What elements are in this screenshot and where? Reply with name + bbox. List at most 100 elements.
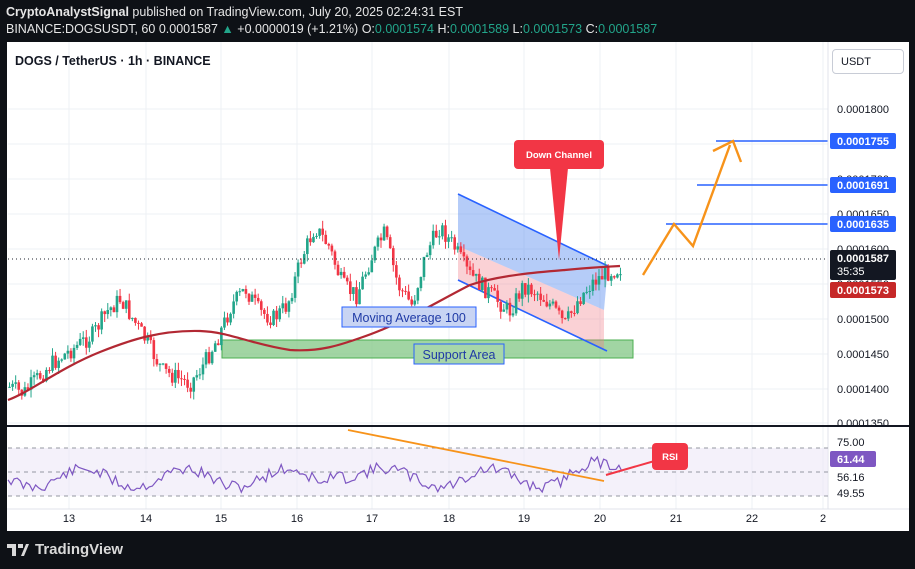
candle-body <box>551 301 555 304</box>
candle-body <box>345 277 349 282</box>
candle-body <box>213 343 217 352</box>
down-channel-label: Down Channel <box>526 150 592 161</box>
candle-body <box>609 276 613 281</box>
candle-body <box>42 378 45 382</box>
candle-body <box>600 276 604 280</box>
candle-body <box>576 301 579 314</box>
candle-body <box>404 290 407 292</box>
ma-label: Moving Average 100 <box>352 311 466 325</box>
candle-body <box>238 291 242 293</box>
candle-body <box>484 277 487 299</box>
candle-body <box>66 350 70 354</box>
candle-body <box>149 336 153 341</box>
candle-body <box>490 287 493 289</box>
candle-body <box>579 301 582 305</box>
candle-body <box>118 295 122 303</box>
currency-button[interactable]: USDT <box>832 49 904 74</box>
ma-label-box[interactable] <box>341 306 477 328</box>
candle-body <box>38 373 42 379</box>
candle-body <box>78 338 82 345</box>
candle-body <box>585 291 588 293</box>
candle-body <box>321 228 324 235</box>
c-value: 0.0001587 <box>598 22 658 36</box>
candle-body <box>167 368 171 373</box>
target-2-value: 0.0001691 <box>837 180 889 192</box>
last-price: 0.0001587 <box>158 22 218 36</box>
candle-body <box>63 353 67 360</box>
candle-body <box>170 372 174 383</box>
candle-body <box>410 299 414 305</box>
down-channel-lower <box>458 246 604 350</box>
candle-body <box>207 352 211 364</box>
candle-body <box>81 337 85 339</box>
candle-body <box>502 309 506 312</box>
candle-body <box>312 236 315 243</box>
target-3-badge <box>830 133 896 149</box>
author-name[interactable]: CryptoAnalystSignal <box>6 5 129 19</box>
candle-body <box>367 272 371 275</box>
o-value: 0.0001574 <box>374 22 434 36</box>
candle-body <box>493 288 496 291</box>
time-axis[interactable]: 13 14 15 16 17 18 19 20 21 22 2 <box>63 513 826 525</box>
candle-body <box>229 313 232 323</box>
tradingview-logo[interactable]: TradingView <box>7 541 123 558</box>
candle-body <box>244 289 248 294</box>
h-value: 0.0001589 <box>449 22 510 36</box>
candle-body <box>591 279 595 292</box>
candle-body <box>45 369 48 382</box>
candle-body <box>358 289 361 305</box>
o-label: O: <box>361 22 375 36</box>
candle-body <box>26 387 30 390</box>
candle-body <box>103 311 107 315</box>
candle-body <box>127 300 131 319</box>
candle-body <box>425 255 429 257</box>
candle-body <box>613 276 616 278</box>
channel-top-line <box>457 193 609 267</box>
down-channel-callout[interactable] <box>514 140 604 169</box>
rsi-callout[interactable] <box>652 443 688 470</box>
projection-arrowhead-icon <box>712 139 743 163</box>
candle-body <box>115 295 119 313</box>
candle-body <box>388 237 392 249</box>
candle-body <box>180 378 183 380</box>
candle-body <box>8 386 11 388</box>
candle-body <box>281 303 285 309</box>
rsi-pointer-line <box>605 459 659 476</box>
candle-body <box>57 360 60 368</box>
candle-body <box>361 276 364 290</box>
rsi-callout-label: RSI <box>662 452 678 463</box>
candle-body <box>481 277 484 291</box>
candle-body <box>121 302 125 309</box>
candle-body <box>508 302 512 316</box>
candle-body <box>376 237 380 247</box>
candle-body <box>603 266 607 280</box>
candle-body <box>112 307 116 313</box>
candle-body <box>588 291 592 293</box>
candle-body <box>438 236 441 238</box>
candle-body <box>570 311 573 313</box>
h-label: H: <box>437 22 450 36</box>
candle-body <box>539 293 542 300</box>
candle-body <box>619 274 622 276</box>
target-1-value: 0.0001635 <box>837 219 889 231</box>
rsi-level-75: 75.00 <box>837 437 865 449</box>
candle-body <box>459 246 463 253</box>
price-tick-label: 0.0001500 <box>837 314 889 326</box>
candle-body <box>447 237 450 242</box>
candle-body <box>422 256 426 278</box>
moving-average-100-line <box>7 264 621 402</box>
time-tick-label: 16 <box>291 513 303 525</box>
time-tick-label: 19 <box>518 513 530 525</box>
candle-body <box>462 252 466 257</box>
time-tick-label: 2 <box>820 513 826 525</box>
published-text: published on TradingView.com, July 20, 2… <box>132 5 463 19</box>
candle-body <box>511 313 515 316</box>
target-2-badge <box>830 177 896 193</box>
support-label-box[interactable] <box>413 343 505 365</box>
candle-body <box>339 271 343 276</box>
candle-body <box>536 293 539 295</box>
candle-body <box>278 308 281 320</box>
down-channel-pointer-icon <box>550 168 568 260</box>
candle-body <box>241 289 245 292</box>
